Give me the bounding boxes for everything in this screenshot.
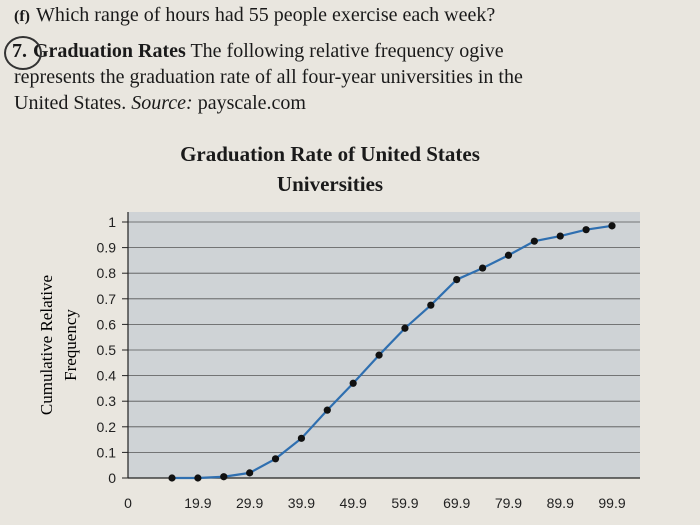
data-point	[246, 469, 254, 477]
data-point	[349, 379, 357, 387]
x-tick-labels: 0 19.9 29.9 39.9 49.9 59.9 69.9 79.9 89.9 99.9	[124, 495, 626, 511]
y-tick-label: 0.6	[97, 316, 117, 332]
y-tick-labels: 0 0.1 0.2 0.3 0.4 0.5 0.6 0.7 0.8 0.9 1	[97, 214, 128, 486]
problem-7-line-2: represents the graduation rate of all fo…	[14, 66, 523, 88]
y-axis-label-line-1: Cumulative Relative	[37, 275, 56, 415]
data-point	[453, 276, 461, 284]
part-label: (f)	[14, 8, 30, 25]
y-tick-label: 0.4	[97, 368, 117, 384]
x-tick-label: 99.9	[598, 495, 625, 511]
x-tick-label: 0	[124, 495, 132, 511]
y-tick-label: 0.1	[97, 444, 117, 460]
data-point	[556, 232, 564, 240]
y-tick-label: 0.2	[97, 419, 117, 435]
data-point	[375, 351, 383, 359]
source-value: payscale.com	[197, 92, 306, 114]
data-point	[608, 222, 616, 230]
data-points	[168, 222, 616, 482]
question-f-text: Which range of hours had 55 people exerc…	[35, 4, 496, 26]
data-point	[271, 455, 280, 463]
y-tick-label: 1	[108, 214, 116, 230]
x-tick-label: 19.9	[184, 495, 211, 511]
chart-title-line-1: Graduation Rate of United States	[180, 142, 480, 166]
y-axis-label-line-2: Frequency	[61, 309, 80, 381]
data-point	[194, 474, 202, 482]
x-tick-label: 79.9	[495, 495, 522, 511]
data-point	[297, 434, 306, 442]
data-point	[220, 473, 228, 481]
x-tick-label: 39.9	[288, 495, 315, 511]
data-point	[478, 264, 487, 272]
y-tick-label: 0.7	[97, 291, 117, 307]
y-tick-label: 0.5	[97, 342, 117, 358]
y-tick-label: 0.8	[97, 265, 117, 281]
data-point	[323, 406, 331, 414]
problem-7-line-1: 7. Graduation Rates The following relativ…	[4, 36, 504, 70]
data-point	[530, 237, 538, 245]
data-point	[427, 301, 435, 309]
problem-number: 7.	[4, 36, 42, 70]
problem-title: Graduation Rates	[33, 40, 186, 62]
x-tick-label: 49.9	[340, 495, 367, 511]
x-tick-label: 59.9	[391, 495, 418, 511]
problem-7-line-3: United States. Source: payscale.com	[14, 92, 306, 115]
problem-text-3: United States.	[14, 92, 127, 114]
y-tick-label: 0	[108, 470, 116, 486]
gridlines	[128, 221, 640, 453]
ogive-line	[172, 224, 613, 480]
x-tick-label: 89.9	[547, 495, 574, 511]
question-f: (f) Which range of hours had 55 people ex…	[14, 4, 495, 27]
y-tick-label: 0.3	[97, 393, 117, 409]
x-tick-label: 69.9	[443, 495, 470, 511]
data-point	[168, 474, 176, 482]
data-point	[401, 324, 409, 332]
y-tick-label: 0.9	[97, 240, 117, 256]
plot-area	[128, 212, 640, 478]
data-point	[582, 226, 590, 234]
source-label: Source:	[131, 92, 193, 114]
x-tick-label: 29.9	[236, 495, 263, 511]
chart-title-line-2: Universities	[276, 172, 384, 196]
data-point	[504, 251, 513, 259]
problem-text-1: The following relative frequency ogive	[190, 40, 504, 62]
